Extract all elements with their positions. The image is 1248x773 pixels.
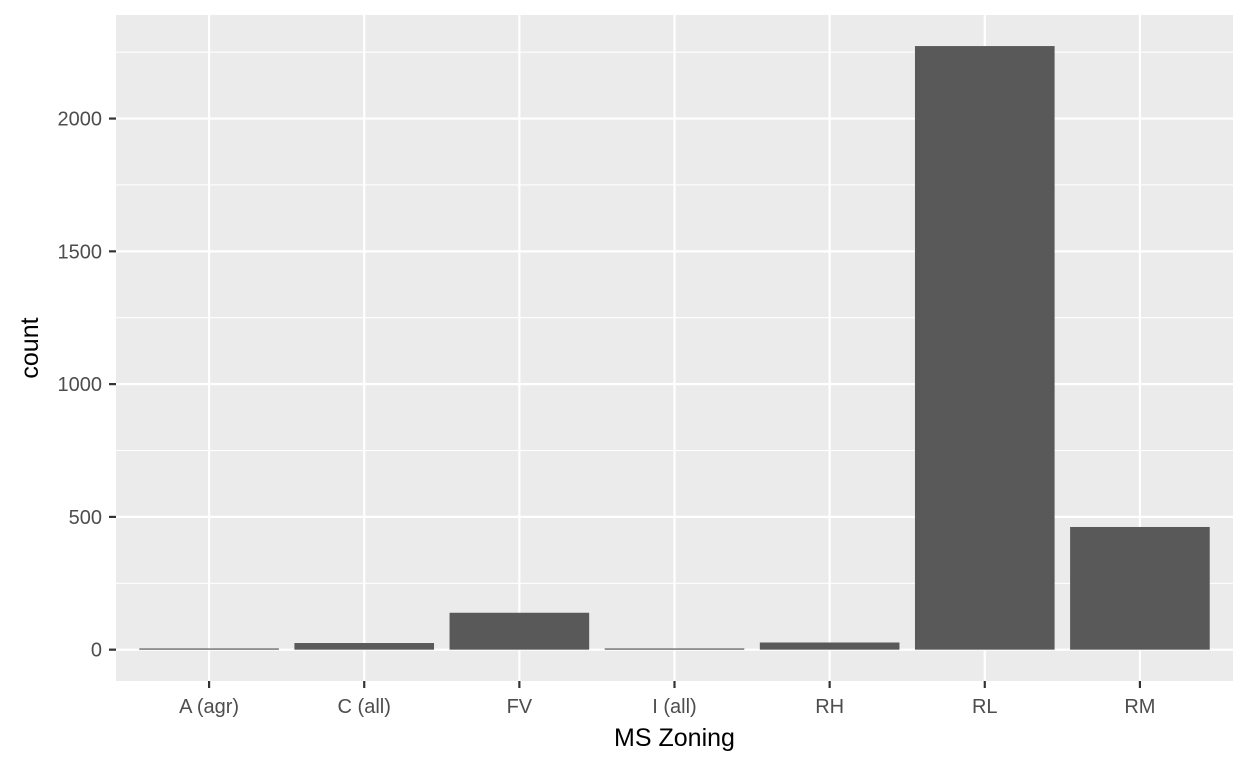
x-tick-label: C (all): [338, 696, 391, 718]
x-tick-label: RH: [815, 696, 844, 718]
x-tick-label: FV: [507, 696, 533, 718]
x-axis: A (agr) C (all) FV I (all) RH RL RM: [179, 681, 1155, 718]
y-tick-label: 500: [69, 507, 102, 529]
x-tick-label: I (all): [652, 696, 696, 718]
y-tick-label: 1000: [58, 374, 103, 396]
x-tick-label: RL: [972, 696, 998, 718]
bar-c-all: [294, 643, 435, 650]
y-axis-title: count: [16, 317, 44, 378]
x-tick-label: RM: [1124, 696, 1155, 718]
bar-i-all: [604, 648, 745, 650]
x-axis-title: MS Zoning: [614, 724, 735, 752]
y-tick-label: 0: [91, 640, 102, 662]
x-tick-label: A (agr): [179, 696, 239, 718]
bar-a-agr: [139, 648, 279, 650]
y-tick-label: 1500: [58, 241, 103, 263]
bars: [139, 46, 1210, 650]
bar-fv: [449, 612, 590, 650]
y-axis: 0 500 1000 1500 2000: [58, 109, 116, 662]
bar-rl: [914, 46, 1055, 650]
bar-rh: [759, 642, 900, 650]
bar-rm: [1070, 526, 1210, 650]
y-tick-label: 2000: [58, 109, 103, 131]
